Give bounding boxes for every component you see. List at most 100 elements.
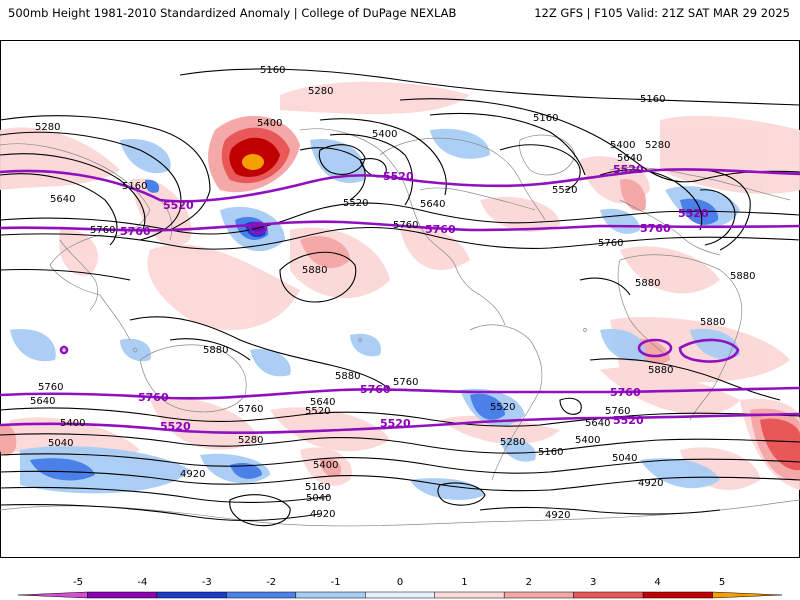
highlight-contours xyxy=(0,168,800,435)
label-5040: 5040 5040 5040 xyxy=(48,438,637,504)
svg-text:4920: 4920 xyxy=(310,509,335,520)
label-5760: 5760 5760 5760 5760 5760 5760 5760 xyxy=(38,220,630,417)
label-5400: 5400 5400 5400 5400 5400 5400 xyxy=(60,118,635,471)
svg-text:5760: 5760 xyxy=(38,382,63,393)
svg-text:5760: 5760 xyxy=(598,238,623,249)
colorbar-segment xyxy=(573,591,644,599)
colorbar-tick-label: 3 xyxy=(590,577,596,588)
svg-text:5760: 5760 xyxy=(425,223,456,236)
svg-text:5880: 5880 xyxy=(302,265,327,276)
colorbar-segment xyxy=(503,591,574,599)
svg-text:5520: 5520 xyxy=(490,402,515,413)
label-5640: 5640 5640 5640 5640 5640 5640 xyxy=(30,153,642,429)
svg-text:5040: 5040 xyxy=(306,493,331,504)
svg-text:4920: 4920 xyxy=(180,469,205,480)
colorbar-tick-label: 1 xyxy=(461,577,467,588)
svg-text:5400: 5400 xyxy=(575,435,600,446)
svg-text:5880: 5880 xyxy=(335,371,360,382)
svg-text:5640: 5640 xyxy=(50,194,75,205)
svg-text:5520: 5520 xyxy=(613,163,644,176)
colorbar-tick-label: -1 xyxy=(331,577,341,588)
svg-text:5640: 5640 xyxy=(310,397,335,408)
colorbar-segment xyxy=(226,591,297,599)
anomaly-colorbar: -5 -4 -3 -2 -1 0 1 2 3 4 5 xyxy=(17,577,783,599)
svg-text:5520: 5520 xyxy=(678,207,709,220)
svg-text:5040: 5040 xyxy=(48,438,73,449)
contour-5760-north xyxy=(0,220,800,232)
height-contours xyxy=(0,68,800,527)
svg-text:5280: 5280 xyxy=(645,140,670,151)
svg-text:5280: 5280 xyxy=(308,86,333,97)
colorbar-tick-label: 0 xyxy=(397,577,403,588)
colorbar-tick-label: 2 xyxy=(526,577,532,588)
label-5880: 5880 5880 5880 5880 5880 5880 5880 xyxy=(203,265,755,382)
colorbar-segment xyxy=(365,591,435,599)
colorbar-tick-label: 5 xyxy=(719,577,725,588)
svg-text:4920: 4920 xyxy=(638,478,663,489)
svg-text:5160: 5160 xyxy=(538,447,563,458)
svg-text:5640: 5640 xyxy=(617,153,642,164)
svg-text:5880: 5880 xyxy=(730,271,755,282)
colorbar-tick-label: -4 xyxy=(137,577,147,588)
svg-text:5520: 5520 xyxy=(163,199,194,212)
colorbar-segment xyxy=(712,591,783,599)
svg-text:5520: 5520 xyxy=(343,198,368,209)
svg-text:5160: 5160 xyxy=(122,181,147,192)
contour-5520-north xyxy=(0,168,800,203)
svg-text:5520: 5520 xyxy=(613,414,644,427)
svg-text:5760: 5760 xyxy=(610,386,641,399)
svg-text:5040: 5040 xyxy=(612,453,637,464)
svg-text:5400: 5400 xyxy=(257,118,282,129)
svg-text:5160: 5160 xyxy=(305,482,330,493)
colorbar-segment xyxy=(434,591,505,599)
svg-text:5520: 5520 xyxy=(305,406,330,417)
svg-text:5280: 5280 xyxy=(238,435,263,446)
svg-text:5160: 5160 xyxy=(640,94,665,105)
colorbar-tick-label: -5 xyxy=(73,577,83,588)
svg-text:4920: 4920 xyxy=(545,510,570,521)
colorbar-segments xyxy=(17,591,783,599)
contour-5880-cell xyxy=(637,338,673,358)
label-5760-highlight: 5760 5760 5760 5760 5760 5760 xyxy=(120,222,671,404)
colorbar-tick-label: -3 xyxy=(202,577,212,588)
svg-text:5400: 5400 xyxy=(610,140,635,151)
svg-text:5400: 5400 xyxy=(60,418,85,429)
colorbar-segment xyxy=(17,591,88,599)
svg-text:5760: 5760 xyxy=(360,383,391,396)
svg-text:5400: 5400 xyxy=(313,460,338,471)
colorbar-segment xyxy=(156,591,227,599)
svg-text:5760: 5760 xyxy=(90,225,115,236)
svg-text:5760: 5760 xyxy=(393,220,418,231)
svg-text:5760: 5760 xyxy=(238,404,263,415)
svg-text:5640: 5640 xyxy=(30,396,55,407)
label-5520-highlight: 5520 5520 5520 5520 5520 5520 5520 xyxy=(160,163,709,433)
colorbar-tick-label: 4 xyxy=(654,577,660,588)
contour-5520-south xyxy=(0,412,800,435)
svg-text:5760: 5760 xyxy=(120,225,151,238)
svg-text:5520: 5520 xyxy=(380,417,411,430)
svg-text:5160: 5160 xyxy=(260,65,285,76)
svg-text:5160: 5160 xyxy=(533,113,558,124)
svg-text:5880: 5880 xyxy=(635,278,660,289)
svg-text:5280: 5280 xyxy=(35,122,60,133)
svg-text:5760: 5760 xyxy=(393,377,418,388)
label-5160: 5160 5160 5160 5160 5160 5160 xyxy=(122,65,665,493)
svg-text:5880: 5880 xyxy=(203,345,228,356)
svg-text:5520: 5520 xyxy=(552,185,577,196)
model-run-info: 12Z GFS | F105 Valid: 21Z SAT MAR 29 202… xyxy=(534,6,790,20)
product-title: 500mb Height 1981-2010 Standardized Anom… xyxy=(8,6,457,20)
svg-text:5520: 5520 xyxy=(383,170,414,183)
svg-text:5880: 5880 xyxy=(648,365,673,376)
colorbar-segment xyxy=(642,591,713,599)
label-5520: 5520 5520 5520 5520 xyxy=(305,185,577,417)
svg-text:5760: 5760 xyxy=(605,406,630,417)
contour-5760-south xyxy=(0,386,800,400)
colorbar-segment xyxy=(295,591,366,599)
svg-text:5760: 5760 xyxy=(640,222,671,235)
contour-labels: 5160 5160 5160 5160 5160 5160 5280 5280 … xyxy=(30,65,755,521)
label-5280: 5280 5280 5280 5280 5280 xyxy=(35,86,670,448)
svg-text:5760: 5760 xyxy=(138,391,169,404)
svg-text:5880: 5880 xyxy=(700,317,725,328)
colorbar-tick-labels: -5 -4 -3 -2 -1 0 1 2 3 4 5 xyxy=(73,577,725,588)
